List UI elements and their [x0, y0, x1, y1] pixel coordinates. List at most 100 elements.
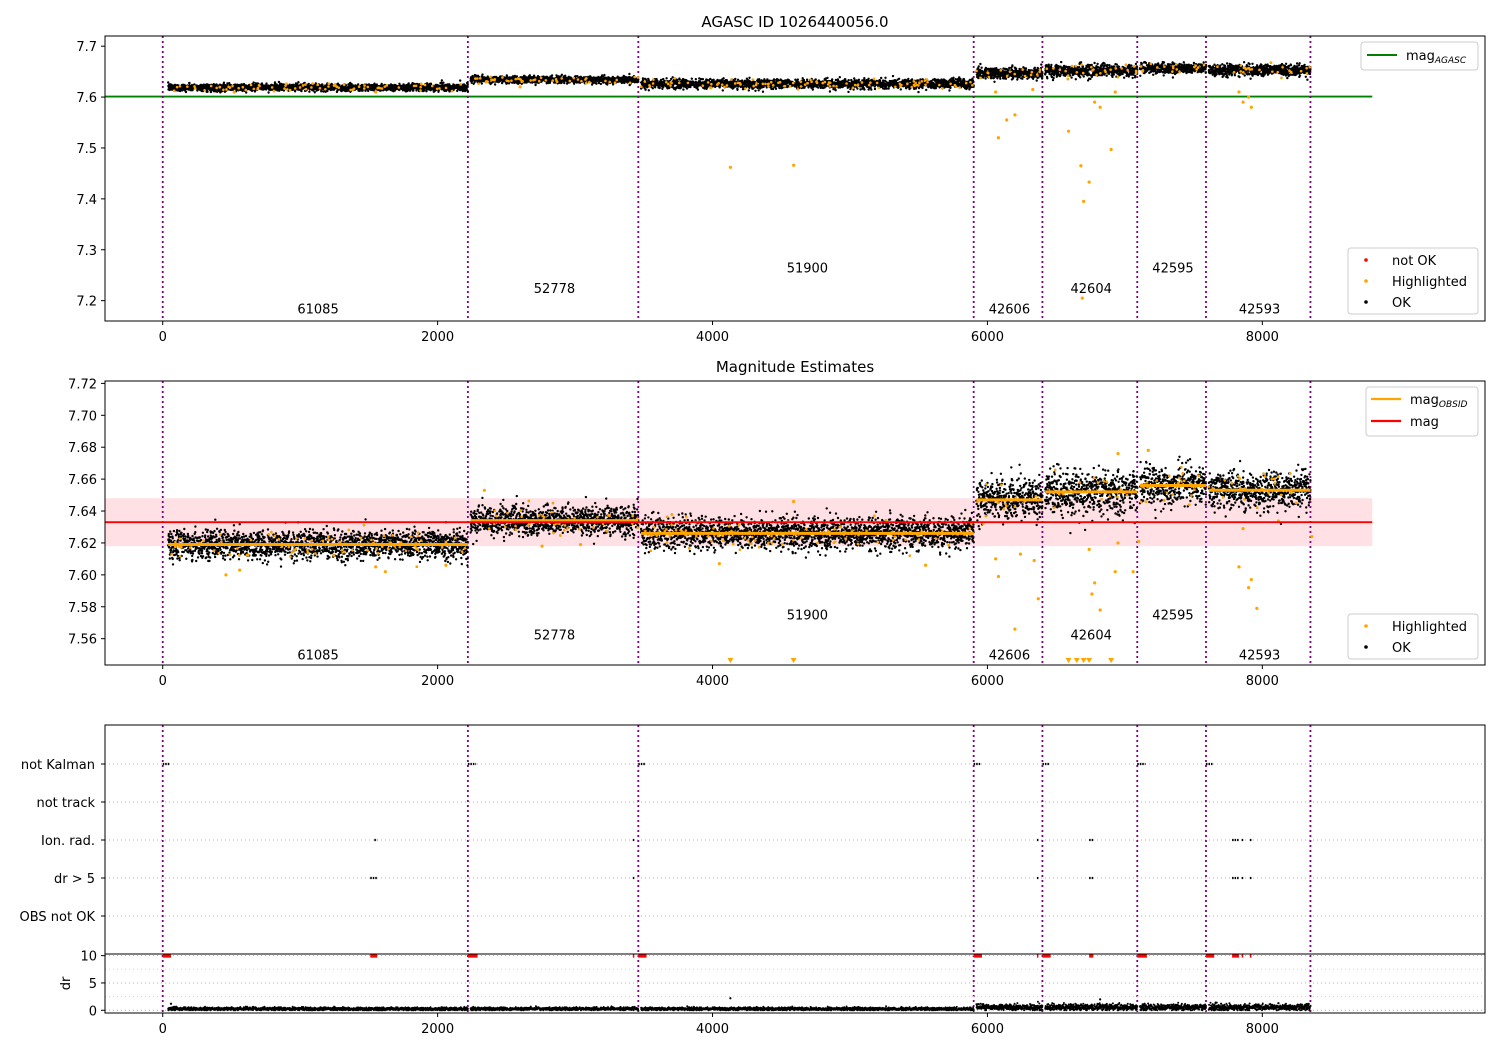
highlighted-point [383, 570, 387, 574]
highlighted-point [1162, 499, 1166, 502]
highlighted-point [188, 546, 192, 549]
highlighted-point [258, 84, 261, 88]
highlighted-point [809, 78, 812, 82]
highlighted-point [1125, 493, 1129, 497]
highlighted-point [1023, 74, 1027, 78]
highlighted-point [1294, 501, 1298, 505]
highlighted-point [1258, 68, 1261, 72]
y-tick-label: 7.2 [76, 295, 97, 310]
highlighted-point [1289, 70, 1293, 74]
highlighted-point [706, 535, 710, 538]
highlighted-point [783, 84, 787, 88]
highlighted-point [585, 76, 588, 80]
highlighted-point [272, 89, 276, 93]
highlighted-point [489, 75, 492, 79]
highlighted-point [601, 522, 605, 526]
highlighted-point [1098, 608, 1102, 612]
legend-box [1347, 613, 1479, 660]
highlighted-point [723, 85, 726, 89]
highlighted-point [652, 78, 655, 81]
highlighted-point [215, 86, 218, 90]
highlighted-point [906, 82, 909, 86]
highlighted-point [342, 550, 345, 554]
highlighted-point [788, 84, 792, 88]
highlighted-point [717, 562, 722, 566]
highlighted-point [769, 80, 773, 84]
highlighted-point [731, 542, 735, 546]
highlighted-point [1190, 494, 1193, 497]
highlighted-point [544, 78, 548, 82]
highlighted-point [552, 531, 555, 535]
obsid-label: 51900 [787, 262, 828, 277]
highlighted-point [1066, 77, 1070, 81]
highlighted-point [578, 527, 581, 531]
highlighted-point [1092, 68, 1095, 71]
highlighted-point [327, 82, 331, 86]
obsid-label: 61085 [297, 302, 338, 317]
highlighted-point [416, 531, 420, 535]
highlighted-point [1087, 547, 1091, 551]
highlighted-point [1066, 129, 1071, 133]
highlighted-point [1030, 70, 1034, 74]
highlighted-point [694, 534, 698, 538]
highlighted-point [380, 87, 384, 90]
legend-box [1360, 41, 1479, 71]
highlighted-point [706, 81, 710, 84]
highlighted-point [733, 82, 737, 85]
highlighted-point [285, 82, 288, 86]
highlighted-point [1080, 63, 1083, 67]
highlighted-point [649, 549, 653, 553]
highlighted-point [423, 83, 427, 87]
highlighted-point [725, 84, 729, 87]
highlighted-point [460, 550, 464, 553]
highlighted-point [1064, 69, 1067, 73]
highlighted-point [1104, 70, 1107, 74]
highlighted-point [666, 82, 670, 86]
highlighted-point [1273, 482, 1277, 485]
highlighted-point [330, 537, 334, 541]
highlighted-point [1045, 67, 1049, 71]
highlighted-point [738, 548, 742, 551]
highlighted-point [440, 545, 444, 549]
highlighted-point [844, 537, 848, 541]
highlighted-point [926, 80, 929, 84]
highlighted-point [1270, 477, 1274, 481]
highlighted-point [527, 499, 531, 503]
highlighted-point [938, 83, 941, 87]
obsid-label: 52778 [534, 282, 575, 297]
highlighted-point [968, 527, 972, 531]
highlighted-point [1310, 534, 1314, 539]
highlighted-point [730, 529, 733, 533]
highlighted-point [923, 563, 928, 567]
highlighted-point [559, 534, 562, 537]
dr-spike [1214, 1001, 1217, 1004]
highlighted-point [352, 87, 356, 90]
highlighted-point [285, 88, 289, 91]
highlighted-point [1187, 503, 1191, 507]
highlighted-point [293, 87, 297, 90]
highlighted-point [712, 527, 715, 530]
highlighted-point [510, 79, 513, 82]
highlighted-point [1272, 477, 1276, 481]
highlighted-point [1271, 70, 1274, 73]
highlighted-point [1008, 70, 1012, 73]
highlighted-point [684, 529, 688, 532]
highlighted-point [560, 77, 564, 80]
x-tick-label: 6000 [971, 1022, 1004, 1037]
legend-box [1347, 247, 1479, 315]
off-axis-marker [1086, 658, 1093, 663]
highlighted-point [1075, 70, 1079, 74]
highlighted-point [1238, 477, 1242, 480]
highlighted-point [1246, 586, 1251, 590]
highlighted-point [231, 84, 234, 88]
highlighted-point [1052, 67, 1055, 70]
highlighted-point [174, 540, 177, 544]
x-tick-label: 4000 [696, 1022, 729, 1037]
highlighted-point [1057, 492, 1061, 496]
highlighted-point [359, 536, 363, 540]
dr-spike [1099, 998, 1102, 1001]
legend-marker [1364, 645, 1368, 649]
highlighted-point [289, 555, 292, 558]
highlighted-point [1079, 164, 1083, 168]
legend-label: magAGASC [1406, 49, 1467, 66]
